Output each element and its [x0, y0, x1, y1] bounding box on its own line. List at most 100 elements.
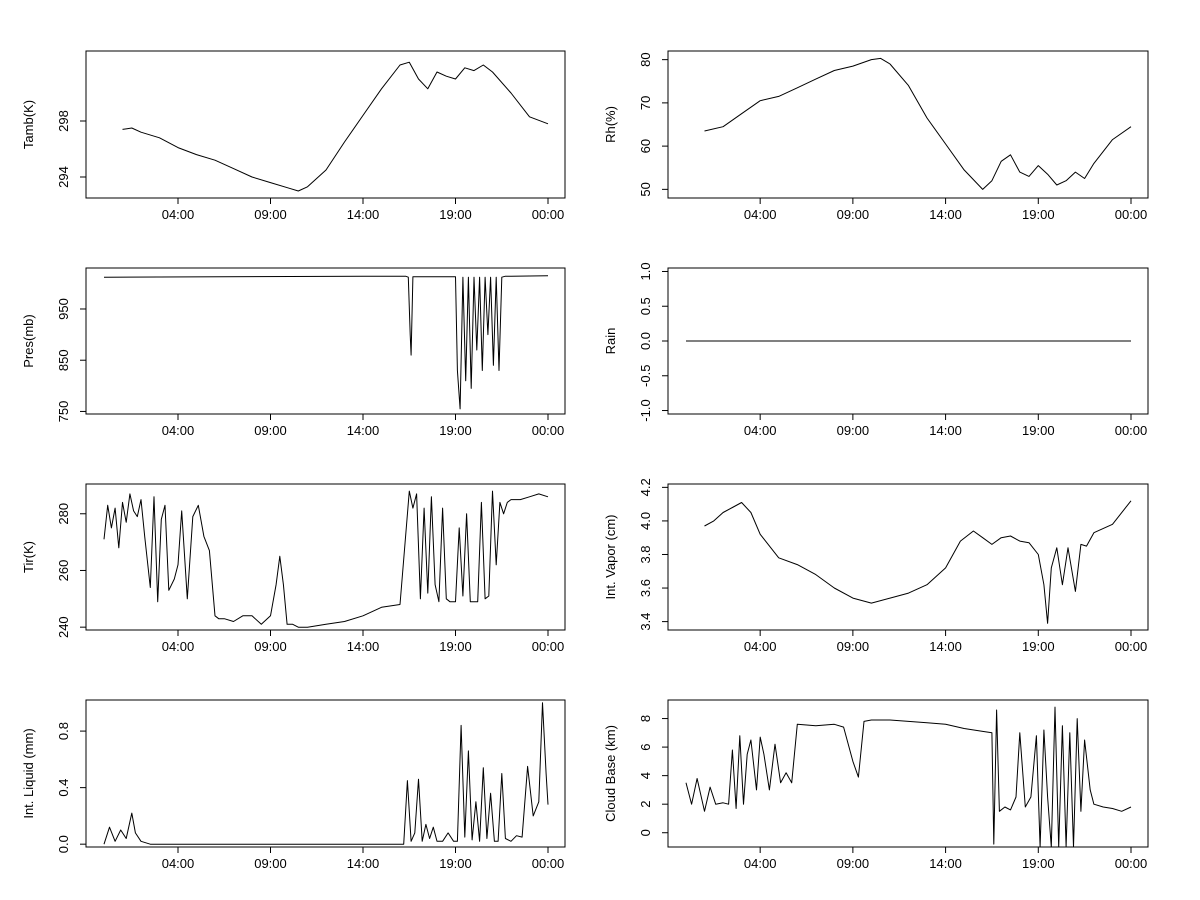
- series-line: [103, 702, 549, 845]
- y-tick-label: 8: [638, 715, 653, 722]
- plot-frame: [85, 50, 566, 199]
- series-line: [103, 490, 549, 628]
- panel-1: 04:00 09:00 14:00 19:00 00:00 294 298 Tamb(K): [21, 50, 566, 222]
- plot-frame: [667, 699, 1149, 848]
- y-tick-label: 0.0: [56, 835, 71, 853]
- plot-frame: [85, 699, 566, 848]
- y-tick-label: 0.4: [56, 779, 71, 797]
- y-tick-label: 850: [56, 349, 71, 371]
- y-tick-label: 0.8: [56, 722, 71, 740]
- y-tick-label: 80: [638, 52, 653, 66]
- x-tick-label: 00:00: [532, 856, 565, 871]
- plot-frame: [667, 483, 1149, 631]
- y-axis-label: Pres(mb): [21, 314, 36, 367]
- y-tick-label: 2: [638, 801, 653, 808]
- y-tick-label: 240: [56, 616, 71, 638]
- y-tick-label: 0: [638, 829, 653, 836]
- x-tick-label: 09:00: [254, 423, 287, 438]
- panel-6: 04:00 09:00 14:00 19:00 00:00 3.4 3.6 3.8 4.0 4.2…: [603, 478, 1149, 654]
- x-tick-label: 14:00: [347, 856, 380, 871]
- x-tick-label: 19:00: [1022, 207, 1055, 222]
- x-tick-label: 19:00: [1022, 639, 1055, 654]
- x-tick-label: 00:00: [532, 423, 565, 438]
- x-tick-label: 04:00: [162, 207, 195, 222]
- y-tick-label: 3.8: [638, 545, 653, 563]
- y-tick-label: 4.2: [638, 478, 653, 496]
- y-axis-label: Rain: [603, 328, 618, 355]
- x-tick-label: 09:00: [837, 423, 870, 438]
- y-tick-label: 950: [56, 298, 71, 320]
- series-line: [704, 57, 1132, 190]
- panel-8: 04:00 09:00 14:00 19:00 00:00 0 2 4 6 8 Cloud Base…: [603, 699, 1149, 871]
- y-tick-label: 6: [638, 743, 653, 750]
- y-tick-label: 60: [638, 139, 653, 153]
- y-axis-label: Cloud Base (km): [603, 725, 618, 822]
- x-tick-label: 19:00: [439, 856, 472, 871]
- x-tick-label: 19:00: [439, 207, 472, 222]
- x-tick-label: 00:00: [1115, 856, 1148, 871]
- x-tick-label: 04:00: [744, 856, 777, 871]
- y-axis-label: Rh(%): [603, 106, 618, 143]
- y-tick-label: 0.5: [638, 297, 653, 315]
- x-tick-label: 04:00: [744, 423, 777, 438]
- x-tick-label: 14:00: [929, 207, 962, 222]
- x-tick-label: 14:00: [347, 207, 380, 222]
- x-tick-label: 09:00: [837, 856, 870, 871]
- y-tick-label: 50: [638, 182, 653, 196]
- y-axis-label: Int. Vapor (cm): [603, 514, 618, 599]
- series-line: [685, 706, 1132, 848]
- plot-frame: [85, 267, 566, 415]
- x-tick-label: 09:00: [254, 856, 287, 871]
- y-axis-label: Tamb(K): [21, 100, 36, 149]
- y-tick-label: 294: [56, 166, 71, 188]
- x-tick-label: 09:00: [837, 639, 870, 654]
- y-axis-label: Int. Liquid (mm): [21, 728, 36, 818]
- x-tick-label: 14:00: [347, 423, 380, 438]
- panel-3: 04:00 09:00 14:00 19:00 00:00 750 850 950 Pres(m…: [21, 267, 566, 438]
- x-tick-label: 04:00: [162, 856, 195, 871]
- x-tick-label: 09:00: [254, 639, 287, 654]
- y-tick-label: 1.0: [638, 262, 653, 280]
- panel-4: 04:00 09:00 14:00 19:00 00:00 -1.0 -0.5 0.0 0.5 1…: [603, 262, 1149, 438]
- x-tick-label: 00:00: [1115, 207, 1148, 222]
- x-tick-label: 14:00: [347, 639, 380, 654]
- x-tick-label: 04:00: [744, 639, 777, 654]
- y-tick-label: 3.6: [638, 579, 653, 597]
- y-tick-label: -1.0: [638, 399, 653, 421]
- x-tick-label: 19:00: [439, 639, 472, 654]
- y-tick-label: 280: [56, 503, 71, 525]
- y-tick-label: 70: [638, 96, 653, 110]
- plot-frame: [667, 50, 1149, 199]
- x-tick-label: 00:00: [532, 639, 565, 654]
- series-line: [704, 500, 1132, 624]
- plot-frame: [85, 483, 566, 631]
- y-tick-label: 750: [56, 401, 71, 423]
- panel-7: 04:00 09:00 14:00 19:00 00:00 0.0 0.4 0.8 Int. L…: [21, 699, 566, 871]
- x-tick-label: 00:00: [1115, 423, 1148, 438]
- x-tick-label: 19:00: [1022, 856, 1055, 871]
- x-tick-label: 14:00: [929, 639, 962, 654]
- y-tick-label: 298: [56, 110, 71, 132]
- y-tick-label: 4: [638, 772, 653, 779]
- y-tick-label: -0.5: [638, 365, 653, 387]
- y-tick-label: 3.4: [638, 613, 653, 631]
- x-tick-label: 19:00: [1022, 423, 1055, 438]
- panel-5: 04:00 09:00 14:00 19:00 00:00 240 260 280 Tir(K): [21, 483, 566, 654]
- x-tick-label: 14:00: [929, 423, 962, 438]
- x-tick-label: 00:00: [1115, 639, 1148, 654]
- x-tick-label: 00:00: [532, 207, 565, 222]
- x-tick-label: 04:00: [162, 639, 195, 654]
- x-tick-label: 09:00: [254, 207, 287, 222]
- panel-2: 04:00 09:00 14:00 19:00 00:00 50 60 70 80 Rh(%): [603, 50, 1149, 222]
- y-tick-label: 260: [56, 560, 71, 582]
- y-axis-label: Tir(K): [21, 541, 36, 573]
- x-tick-label: 04:00: [744, 207, 777, 222]
- y-tick-label: 0.0: [638, 332, 653, 350]
- x-tick-label: 04:00: [162, 423, 195, 438]
- y-tick-label: 4.0: [638, 512, 653, 530]
- x-tick-label: 19:00: [439, 423, 472, 438]
- x-tick-label: 14:00: [929, 856, 962, 871]
- x-tick-label: 09:00: [837, 207, 870, 222]
- series-line: [103, 275, 549, 410]
